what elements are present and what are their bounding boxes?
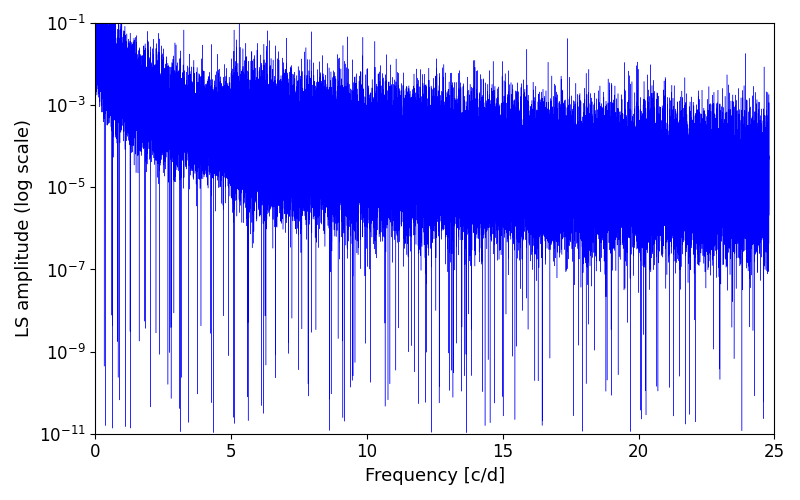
X-axis label: Frequency [c/d]: Frequency [c/d]	[365, 467, 505, 485]
Y-axis label: LS amplitude (log scale): LS amplitude (log scale)	[15, 120, 33, 338]
